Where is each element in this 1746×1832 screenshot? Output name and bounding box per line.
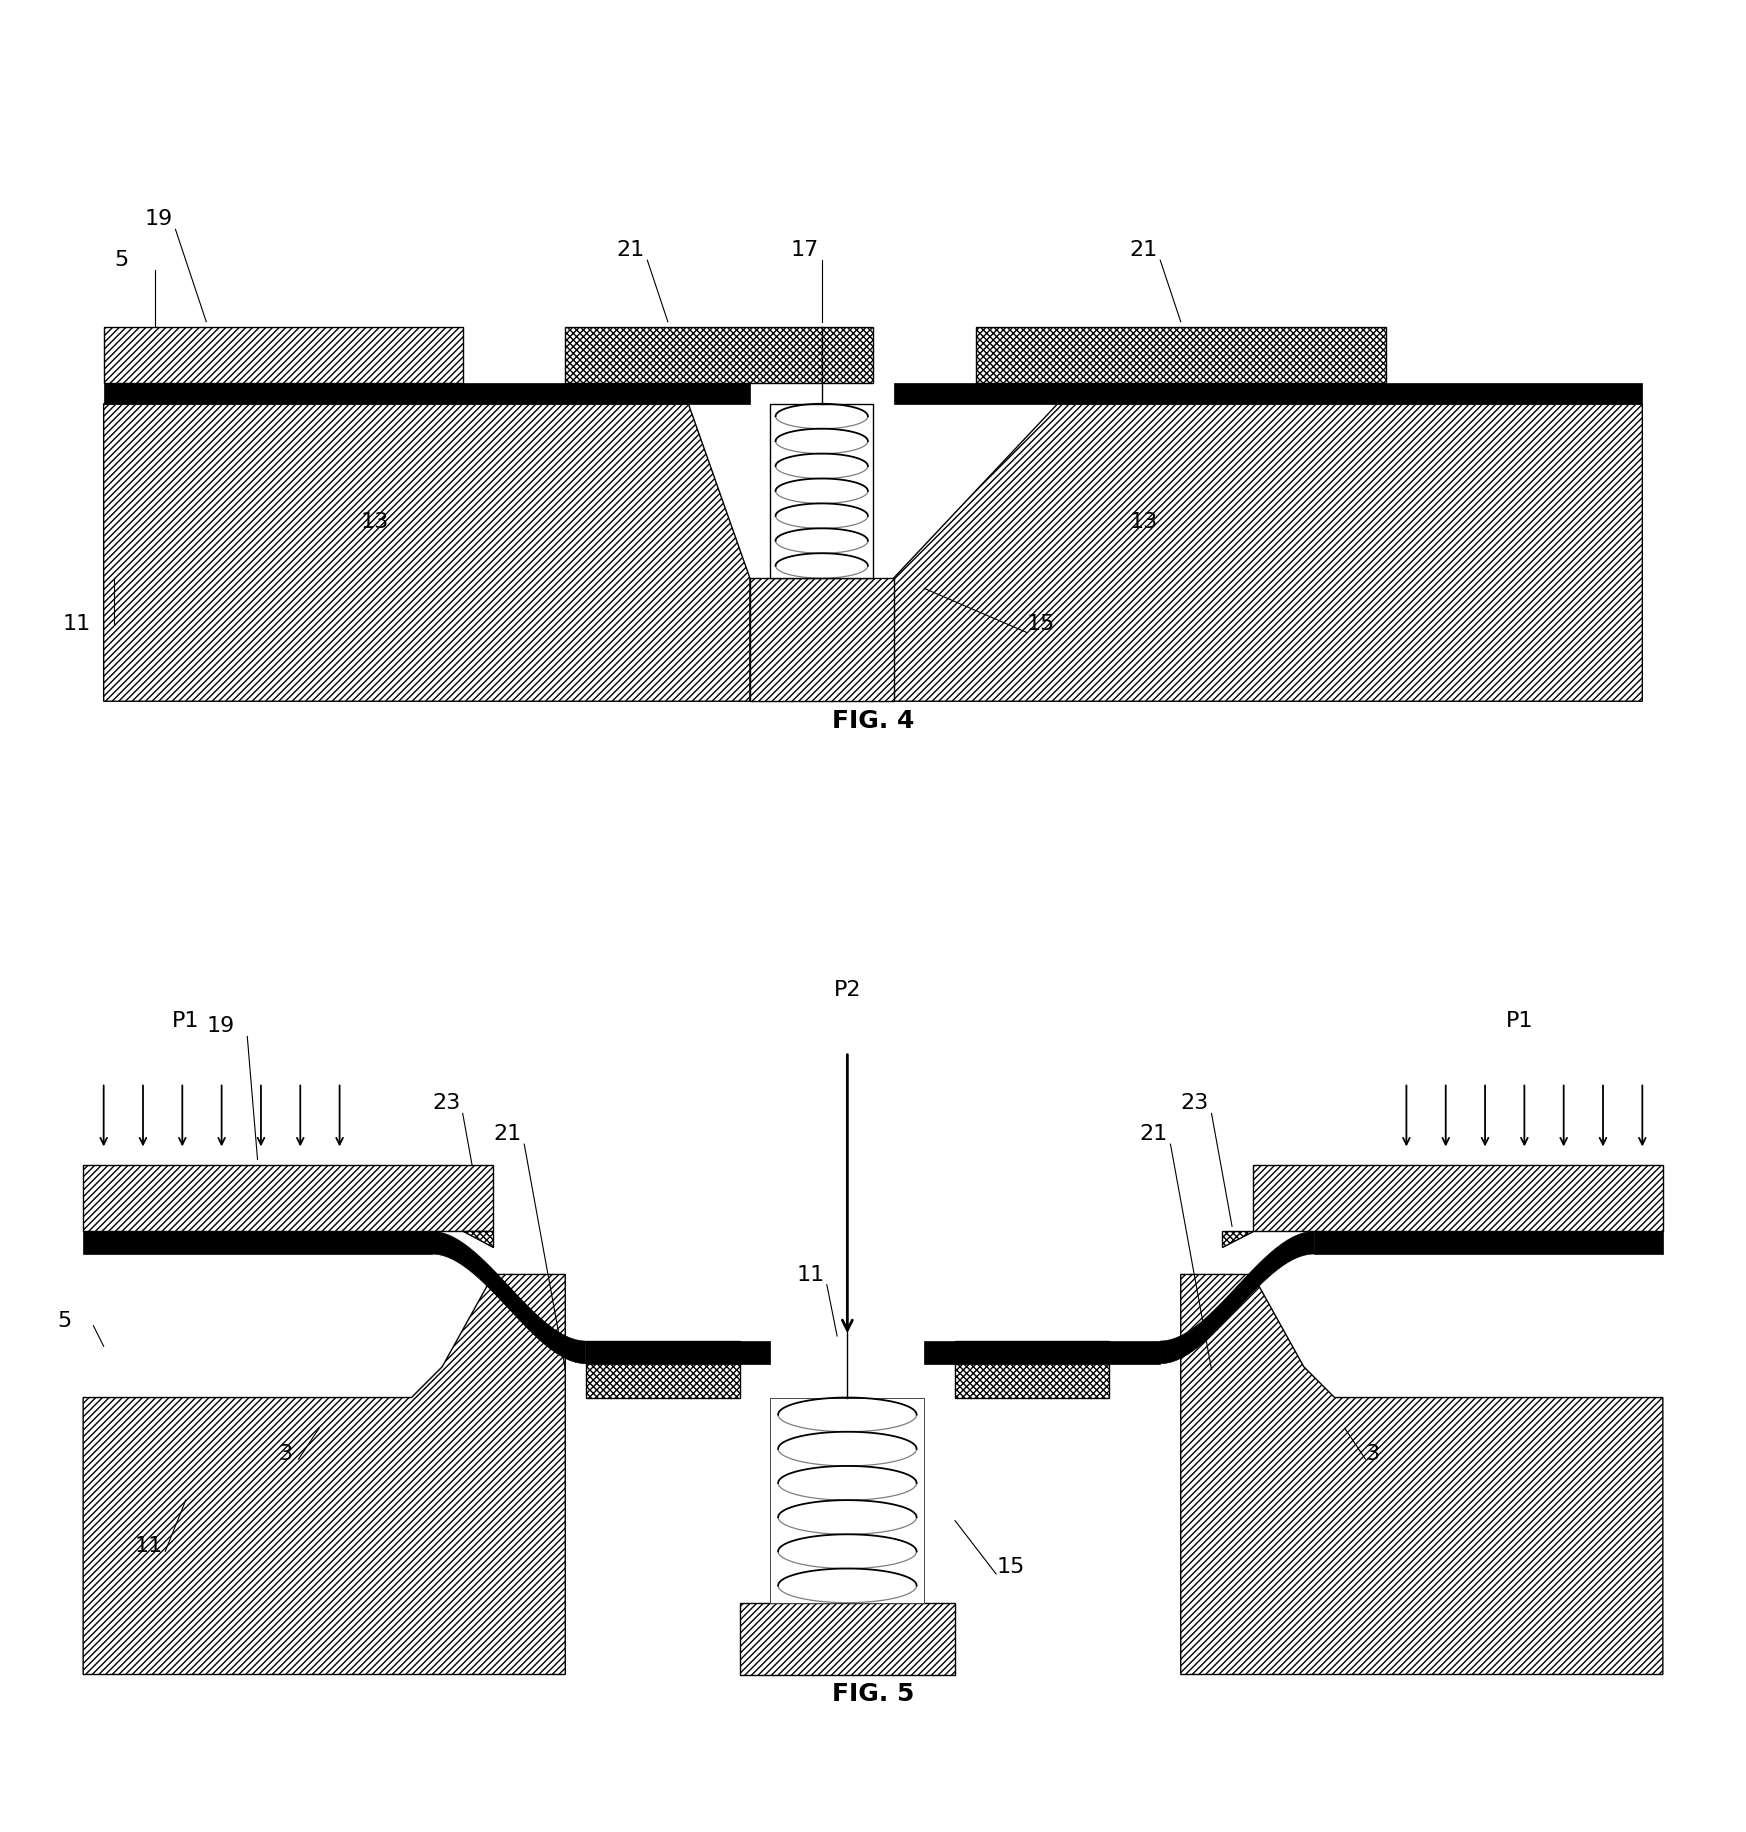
Text: 11: 11 (134, 1535, 162, 1555)
Bar (103, 385, 751, 405)
Bar (566, 328, 873, 385)
Bar (924, 1341, 1159, 1365)
Polygon shape (894, 405, 1643, 702)
Polygon shape (463, 1231, 494, 1248)
Text: 17: 17 (791, 240, 819, 260)
Text: FIG. 5: FIG. 5 (831, 1682, 915, 1706)
Text: 19: 19 (145, 209, 173, 229)
Polygon shape (1180, 1275, 1662, 1674)
Text: 15: 15 (1027, 614, 1055, 634)
Polygon shape (84, 1275, 566, 1674)
Text: 23: 23 (1180, 1092, 1208, 1112)
Bar (585, 1341, 770, 1365)
Text: 21: 21 (1130, 240, 1158, 260)
Text: 5: 5 (58, 1310, 72, 1330)
Text: 23: 23 (431, 1092, 461, 1112)
Text: 21: 21 (616, 240, 644, 260)
Text: 15: 15 (995, 1555, 1025, 1576)
Text: 21: 21 (1140, 1123, 1168, 1143)
Bar (770, 405, 873, 579)
Bar (894, 385, 1643, 405)
Bar (84, 1231, 431, 1255)
Polygon shape (751, 579, 894, 702)
Bar (955, 1341, 1109, 1398)
Polygon shape (740, 1603, 955, 1674)
Polygon shape (1161, 1231, 1315, 1365)
Bar (1315, 1231, 1662, 1255)
Text: 11: 11 (63, 614, 91, 634)
Text: P1: P1 (1505, 1011, 1533, 1031)
Text: 11: 11 (796, 1264, 824, 1284)
Polygon shape (1222, 1231, 1252, 1248)
Bar (770, 1398, 924, 1603)
Text: 21: 21 (494, 1123, 522, 1143)
Text: 13: 13 (1130, 511, 1158, 531)
Bar (770, 405, 873, 579)
Text: 13: 13 (360, 511, 388, 531)
Text: 3: 3 (278, 1444, 292, 1464)
Text: P1: P1 (171, 1011, 199, 1031)
Polygon shape (431, 1231, 585, 1365)
Text: 5: 5 (113, 251, 127, 269)
Bar (84, 1165, 494, 1231)
Text: FIG. 4: FIG. 4 (831, 709, 915, 733)
Text: P2: P2 (833, 980, 861, 1000)
Polygon shape (103, 405, 751, 702)
Bar (585, 1341, 740, 1398)
Bar (770, 1398, 924, 1603)
Bar (1252, 1165, 1662, 1231)
Text: 3: 3 (1365, 1444, 1379, 1464)
Polygon shape (463, 1231, 494, 1248)
Text: 19: 19 (206, 1015, 234, 1035)
Bar (103, 328, 463, 385)
Bar (976, 328, 1386, 385)
